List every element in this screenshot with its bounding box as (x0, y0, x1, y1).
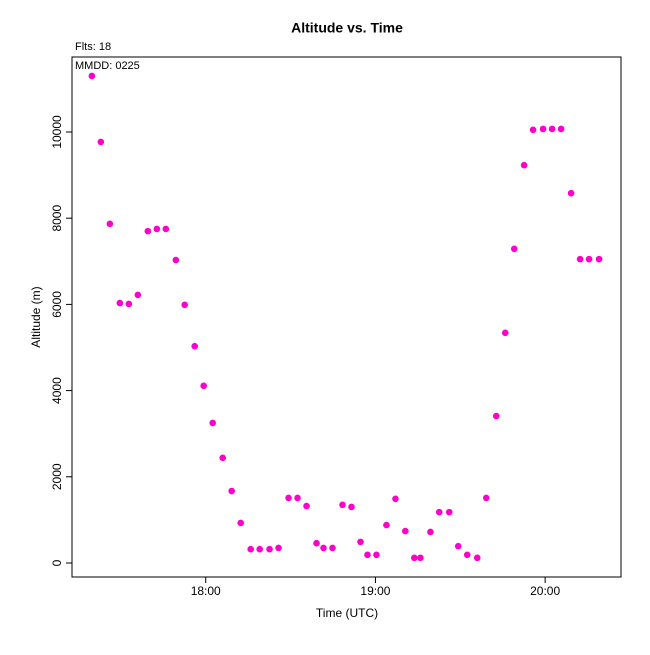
y-tick-label: 2000 (50, 463, 64, 490)
plot-frame (71, 56, 622, 578)
point (585, 255, 593, 263)
point (219, 454, 226, 462)
x-tick-label: 19:00 (360, 584, 390, 598)
point (383, 521, 390, 529)
point (153, 225, 161, 233)
point (162, 225, 170, 233)
point (373, 551, 380, 559)
point (539, 125, 547, 133)
x-tick-label: 20:00 (530, 584, 560, 598)
point (275, 544, 282, 552)
point (329, 544, 336, 552)
point (529, 126, 537, 134)
point (313, 539, 320, 547)
point (445, 508, 453, 516)
point (595, 255, 603, 263)
point (463, 551, 471, 559)
x-tick-label: 18:00 (191, 584, 221, 598)
point (402, 527, 409, 535)
point (567, 189, 575, 197)
y-tick-label: 4000 (50, 377, 64, 404)
point (247, 545, 255, 553)
point (392, 495, 399, 503)
point (97, 138, 105, 146)
point (200, 382, 207, 390)
point (557, 125, 565, 133)
point (209, 419, 216, 427)
point (191, 342, 198, 350)
point (548, 125, 556, 133)
point (364, 551, 371, 559)
point (339, 501, 346, 509)
point (134, 291, 142, 299)
point (88, 72, 96, 80)
point (228, 487, 235, 495)
y-tick-label: 8000 (50, 205, 64, 232)
point (520, 161, 528, 169)
point (454, 542, 462, 550)
point (501, 329, 509, 337)
point (303, 502, 310, 510)
chart-title: Altitude vs. Time (291, 20, 403, 36)
point (357, 538, 364, 546)
point (125, 300, 133, 308)
point (181, 301, 188, 309)
point (510, 245, 518, 253)
y-tick-label: 0 (50, 559, 64, 566)
point (410, 554, 418, 562)
point (266, 545, 273, 553)
y-tick-label: 10000 (50, 115, 64, 149)
y-axis-label: Altitude (m) (29, 286, 43, 347)
point (116, 299, 124, 307)
point (482, 494, 490, 502)
point (576, 255, 584, 263)
point (417, 554, 424, 562)
point (473, 554, 481, 562)
point (492, 412, 500, 420)
y-tick-label: 6000 (50, 291, 64, 318)
point (144, 227, 152, 235)
point (320, 544, 327, 552)
point (427, 528, 434, 536)
point (285, 494, 292, 502)
point (256, 545, 263, 553)
point (172, 256, 180, 264)
subtitle: Flts: 18 (75, 41, 111, 53)
point (348, 503, 355, 511)
x-axis-label: Time (UTC) (316, 606, 378, 620)
annotation: MMDD: 0225 (75, 60, 140, 72)
point (106, 220, 114, 228)
point (237, 519, 244, 527)
point (435, 508, 443, 516)
point (294, 494, 301, 502)
